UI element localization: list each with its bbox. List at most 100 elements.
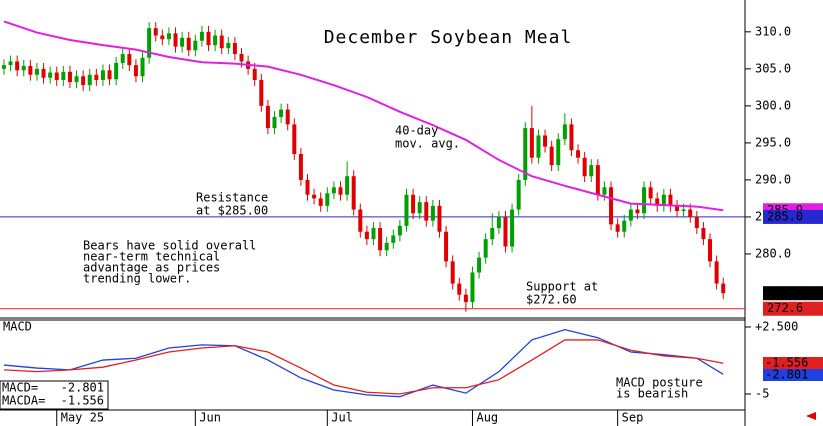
candle-body xyxy=(404,194,409,226)
candle-body xyxy=(437,205,442,232)
candle-body xyxy=(120,54,125,63)
candle-body xyxy=(655,198,660,206)
candle-body xyxy=(279,109,284,117)
candle-body xyxy=(463,294,468,303)
candle-body xyxy=(100,70,105,80)
macd-value-box xyxy=(763,369,823,381)
candle-body xyxy=(391,235,396,243)
candle-body xyxy=(503,216,508,247)
candle-body xyxy=(411,194,416,214)
legend-label: MACDA= xyxy=(2,394,45,408)
candle-body xyxy=(668,194,673,206)
candle-body xyxy=(252,68,257,80)
candle-body xyxy=(107,70,112,80)
candle-body xyxy=(529,128,534,158)
candle-body xyxy=(133,65,138,77)
candle-body xyxy=(1,65,6,69)
x-tick-label: Jul xyxy=(331,411,353,425)
candle-body xyxy=(595,165,600,195)
candle-body xyxy=(226,42,231,49)
y-tick-label: 290.0 xyxy=(755,172,791,186)
support-value-label: 272.6 xyxy=(767,301,803,315)
candle-body xyxy=(127,54,132,66)
candle-body xyxy=(378,228,383,251)
candle-body xyxy=(714,261,719,284)
y-tick-label: 310.0 xyxy=(755,24,791,38)
candle-body xyxy=(622,220,627,232)
candle-body xyxy=(153,28,158,36)
annotation: trending lower. xyxy=(83,272,191,286)
candle-body xyxy=(338,187,343,195)
candle-body xyxy=(602,187,607,195)
candle-body xyxy=(114,62,119,80)
macd-value-label: -1.556 xyxy=(765,356,808,370)
candle-body xyxy=(259,79,264,106)
candle-body xyxy=(213,35,218,46)
candle-body xyxy=(397,225,402,236)
candle-body xyxy=(219,35,224,49)
candle-body xyxy=(701,228,706,240)
candle-body xyxy=(457,283,462,295)
macd-line xyxy=(3,328,724,398)
candle-body xyxy=(292,124,297,155)
annotation: at $285.00 xyxy=(196,204,268,218)
legend-label: MACD= xyxy=(2,381,38,395)
candle-body xyxy=(81,76,86,86)
candle-body xyxy=(8,61,13,66)
candle-body xyxy=(371,228,376,240)
candle-body xyxy=(536,135,541,158)
legend xyxy=(0,380,109,410)
candle-body xyxy=(444,231,449,262)
annotation: 40-day xyxy=(395,124,438,138)
candle-body xyxy=(186,37,191,51)
candle-body xyxy=(556,139,561,166)
annotation: Resistance xyxy=(196,191,268,205)
candle-body xyxy=(48,72,53,78)
candle-body xyxy=(21,65,26,71)
y-tick-label: 305.0 xyxy=(755,61,791,75)
y-tick-label: 280.0 xyxy=(755,246,791,260)
candle-body xyxy=(206,31,211,46)
candle-body xyxy=(582,157,587,177)
last-price-label: 274.7 xyxy=(767,286,803,300)
candle-body xyxy=(609,187,614,225)
candle-body xyxy=(523,128,528,180)
y-tick-label: +2.500 xyxy=(755,319,798,333)
candle-body xyxy=(694,216,699,229)
scroll-arrow[interactable] xyxy=(806,412,816,420)
candle-body xyxy=(477,257,482,273)
candle-body xyxy=(74,76,79,83)
candle-body xyxy=(490,228,495,240)
y-tick-label: -5 xyxy=(755,387,769,401)
candle-body xyxy=(483,239,488,258)
legend-value: -1.556 xyxy=(61,394,104,408)
candle-body xyxy=(642,187,647,214)
candle-body xyxy=(193,40,198,51)
candle-body xyxy=(688,209,693,217)
candle-body xyxy=(305,179,310,195)
x-tick-label: May 25 xyxy=(61,411,104,425)
candle-body xyxy=(384,242,389,251)
candle-body xyxy=(160,35,165,40)
candle-body xyxy=(173,33,178,47)
candle-body xyxy=(312,194,317,199)
x-tick-label: Aug xyxy=(476,411,498,425)
legend-value: -2.801 xyxy=(61,381,104,395)
candle-body xyxy=(543,135,548,147)
candle-body xyxy=(180,37,185,47)
annotation: $272.60 xyxy=(526,293,577,307)
candle-body xyxy=(424,202,429,221)
candle-body xyxy=(232,42,237,55)
candle-body xyxy=(675,205,680,212)
last-price-box xyxy=(763,286,823,301)
candle-body xyxy=(345,176,350,195)
candle-body xyxy=(54,72,59,80)
candle-body xyxy=(351,176,356,210)
candle-body xyxy=(272,116,277,129)
annotation: advantage as prices xyxy=(83,261,220,275)
x-tick-label: Sep xyxy=(622,411,644,425)
candle-body xyxy=(510,209,515,247)
candle-body xyxy=(358,209,363,232)
candle-body xyxy=(721,283,726,294)
chart-title: December Soybean Meal xyxy=(324,27,573,48)
